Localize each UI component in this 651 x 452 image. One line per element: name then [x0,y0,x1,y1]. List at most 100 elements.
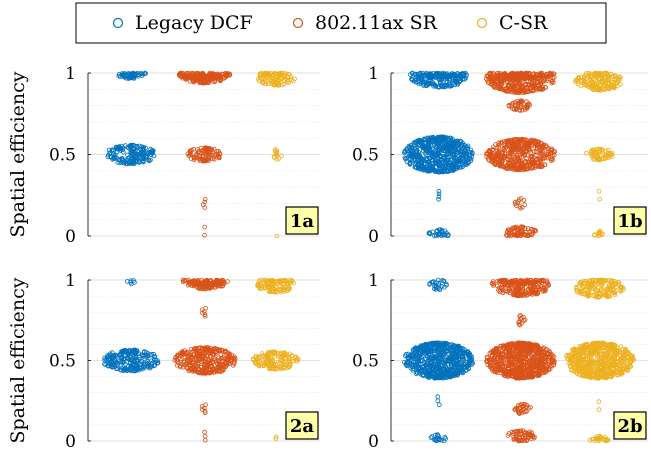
point-802-11ax-sr [508,76,513,81]
point-legacy-dcf [113,144,119,150]
point-legacy-dcf [137,143,142,149]
point-legacy-dcf [430,134,436,140]
point-802-11ax-sr [184,75,190,80]
point-legacy-dcf [449,73,454,79]
y-tick-label: 1 [65,271,76,291]
point-legacy-dcf [408,143,414,148]
point-legacy-dcf [446,74,452,80]
point-legacy-dcf [125,157,130,163]
point-legacy-dcf [411,72,417,77]
point-802-11ax-sr [521,76,527,82]
point-legacy-dcf [468,149,473,155]
point-legacy-dcf [116,144,122,149]
point-legacy-dcf [412,164,418,170]
y-tick-label: 1 [368,64,379,84]
point-legacy-dcf [141,144,146,150]
point-legacy-dcf [438,134,443,140]
point-802-11ax-sr [219,71,225,77]
point-legacy-dcf [426,74,432,80]
legend-label-legacy-dcf: Legacy DCF [135,12,253,34]
point-legacy-dcf [129,142,135,148]
y-tick-label: 0 [368,227,379,247]
y-tick-label: 0.5 [352,352,379,372]
point-legacy-dcf [125,152,130,158]
point-c-sr [279,153,284,159]
point-802-11ax-sr [203,305,208,311]
point-802-11ax-sr [191,147,197,152]
point-802-11ax-sr [550,78,555,84]
point-legacy-dcf [139,144,144,149]
y-tick-label: 1 [65,64,76,84]
panel-label-box [285,206,319,235]
point-legacy-dcf [402,155,408,161]
point-legacy-dcf [425,135,431,141]
point-802-11ax-sr [203,145,208,151]
y-tick-label: 0.5 [49,146,76,166]
point-legacy-dcf [463,70,468,76]
point-802-11ax-sr [217,75,223,81]
point-802-11ax-sr [538,74,543,79]
legend-label-c-sr: C-SR [499,12,548,34]
series-legacy-dcf [105,70,157,167]
point-legacy-dcf [119,156,125,161]
point-legacy-dcf [416,137,422,143]
y-tick-label: 0.5 [49,352,76,372]
series-802-11ax-sr [172,277,238,443]
point-legacy-dcf [409,76,414,82]
panel-label-text: 1b [617,211,642,232]
point-802-11ax-sr [497,74,502,80]
point-legacy-dcf [426,230,432,236]
point-802-11ax-sr [211,146,217,152]
point-c-sr [283,71,289,77]
point-802-11ax-sr [203,437,208,443]
panel-label-1a: 1a [285,206,319,235]
point-802-11ax-sr [493,73,498,78]
point-legacy-dcf [439,134,445,140]
point-legacy-dcf [143,145,148,151]
point-c-sr [272,147,278,152]
point-802-11ax-sr [542,85,548,90]
point-legacy-dcf [457,138,463,144]
point-c-sr [597,197,602,202]
point-802-11ax-sr [202,433,208,439]
point-c-sr [276,79,282,85]
point-legacy-dcf [436,197,441,202]
point-legacy-dcf [441,82,447,88]
point-802-11ax-sr [502,75,507,81]
point-legacy-dcf [417,71,423,77]
point-legacy-dcf [463,75,469,81]
point-802-11ax-sr [524,99,529,104]
point-802-11ax-sr [512,76,517,82]
point-802-11ax-sr [202,76,207,82]
point-legacy-dcf [117,160,123,166]
point-legacy-dcf [414,145,419,151]
point-legacy-dcf [142,70,148,76]
point-legacy-dcf [455,146,460,151]
point-802-11ax-sr [515,98,520,104]
series-legacy-dcf [401,70,475,239]
panel-label-text: 1a [290,211,315,232]
point-legacy-dcf [428,435,434,440]
y-tick-label: 0.5 [352,146,379,166]
series-legacy-dcf [102,278,161,374]
point-c-sr [275,72,281,77]
legend-marker-legacy-dcf [112,17,124,29]
point-legacy-dcf [452,73,457,78]
point-802-11ax-sr [195,76,200,81]
point-c-sr [281,81,287,86]
point-802-11ax-sr [202,429,207,435]
point-legacy-dcf [123,143,128,148]
point-legacy-dcf [433,75,439,80]
panel-label-text: 2a [290,416,315,437]
point-802-11ax-sr [517,76,522,81]
point-legacy-dcf [438,75,444,80]
series-802-11ax-sr [484,277,557,444]
point-802-11ax-sr [532,75,538,81]
point-802-11ax-sr [203,76,209,82]
y-tick-label: 0 [65,432,76,452]
point-legacy-dcf [435,394,441,400]
point-legacy-dcf [454,138,460,144]
